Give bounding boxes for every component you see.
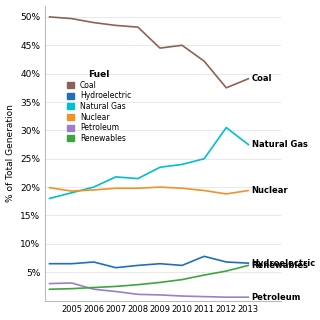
Text: Coal: Coal <box>252 74 272 83</box>
Text: Natural Gas: Natural Gas <box>252 140 308 149</box>
Text: Hydroelectric: Hydroelectric <box>252 259 316 268</box>
Legend: Coal, Hydroelectric, Natural Gas, Nuclear, Petroleum, Renewables: Coal, Hydroelectric, Natural Gas, Nuclea… <box>66 68 133 145</box>
Text: Nuclear: Nuclear <box>252 186 288 195</box>
Y-axis label: % of Total Generation: % of Total Generation <box>5 104 14 202</box>
Text: Petroleum: Petroleum <box>252 293 301 302</box>
Text: Renewables: Renewables <box>252 261 309 270</box>
